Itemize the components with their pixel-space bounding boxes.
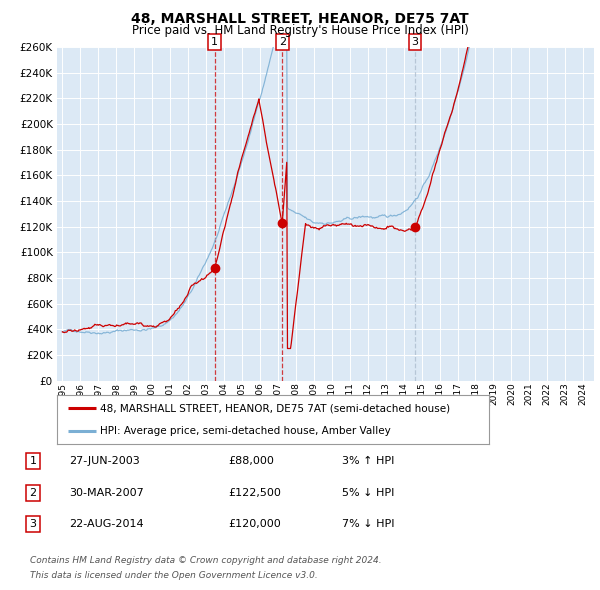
- Text: Price paid vs. HM Land Registry's House Price Index (HPI): Price paid vs. HM Land Registry's House …: [131, 24, 469, 37]
- Text: 3: 3: [29, 519, 37, 529]
- Text: 3% ↑ HPI: 3% ↑ HPI: [342, 457, 394, 466]
- Text: 2: 2: [278, 37, 286, 47]
- Text: 22-AUG-2014: 22-AUG-2014: [69, 519, 143, 529]
- Text: £88,000: £88,000: [228, 457, 274, 466]
- Text: 48, MARSHALL STREET, HEANOR, DE75 7AT (semi-detached house): 48, MARSHALL STREET, HEANOR, DE75 7AT (s…: [100, 404, 451, 414]
- Text: 2: 2: [29, 488, 37, 497]
- Text: 7% ↓ HPI: 7% ↓ HPI: [342, 519, 395, 529]
- Text: Contains HM Land Registry data © Crown copyright and database right 2024.: Contains HM Land Registry data © Crown c…: [30, 556, 382, 565]
- Text: 1: 1: [29, 457, 37, 466]
- Text: 3: 3: [412, 37, 419, 47]
- Text: £122,500: £122,500: [228, 488, 281, 497]
- Text: 30-MAR-2007: 30-MAR-2007: [69, 488, 144, 497]
- Text: 1: 1: [211, 37, 218, 47]
- Text: HPI: Average price, semi-detached house, Amber Valley: HPI: Average price, semi-detached house,…: [100, 425, 391, 435]
- Text: 27-JUN-2003: 27-JUN-2003: [69, 457, 140, 466]
- Text: 48, MARSHALL STREET, HEANOR, DE75 7AT: 48, MARSHALL STREET, HEANOR, DE75 7AT: [131, 12, 469, 26]
- Text: This data is licensed under the Open Government Licence v3.0.: This data is licensed under the Open Gov…: [30, 571, 318, 579]
- Text: £120,000: £120,000: [228, 519, 281, 529]
- Text: 5% ↓ HPI: 5% ↓ HPI: [342, 488, 394, 497]
